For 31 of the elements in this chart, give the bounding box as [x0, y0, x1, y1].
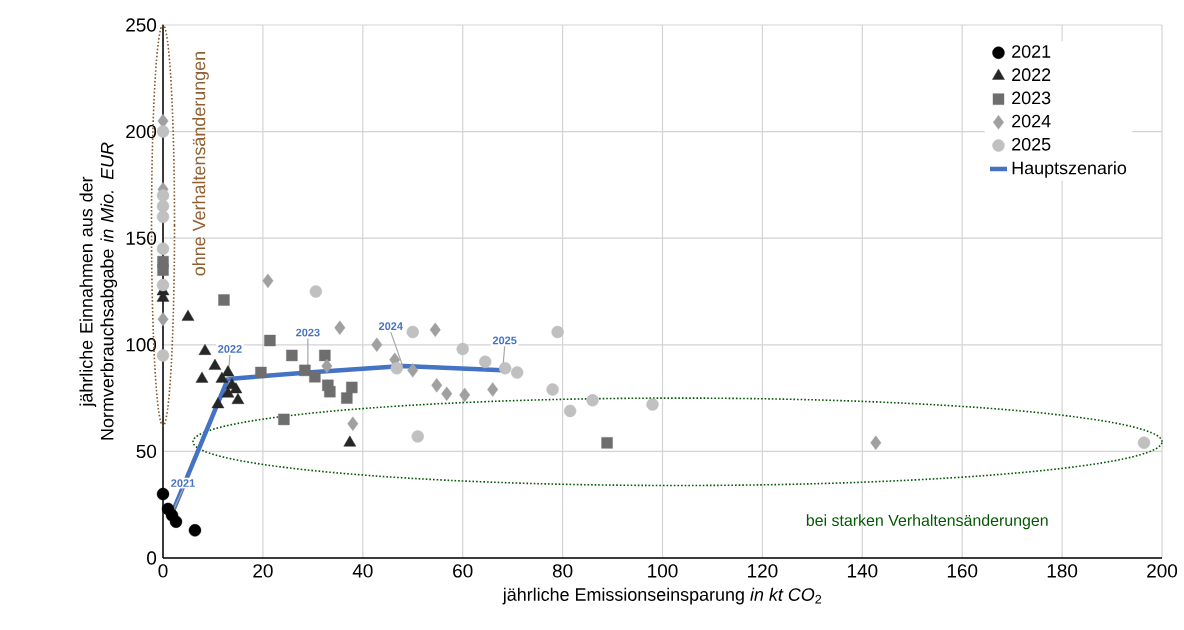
x-tick-label: 60	[453, 564, 473, 578]
x-tick-label: 80	[552, 564, 573, 578]
annotation: 2021	[171, 479, 195, 487]
annotation: bei starken Verhaltensänderungen	[806, 514, 1048, 530]
y-tick-label: 250	[126, 18, 157, 32]
x-tick-label: 160	[947, 564, 978, 578]
annotation: 2023	[296, 328, 320, 337]
legend-label: 2023	[1012, 91, 1051, 105]
y-tick-label: 0	[147, 551, 157, 565]
x-tick-label: 0	[158, 564, 168, 578]
x-tick-label: 100	[648, 564, 678, 578]
legend-label: 2021	[1012, 45, 1051, 58]
legend-label: Hauptszenario	[1012, 161, 1127, 178]
x-tick-label: 180	[1047, 564, 1078, 578]
x-tick-label: 140	[847, 564, 878, 578]
x-tick-label: 20	[253, 564, 273, 578]
x-axis-title: jährliche Emissionseinsparung in kt CO$_{2}$	[502, 587, 822, 605]
annotation: ohne Verhaltensänderungen	[192, 52, 209, 276]
x-tick-label: 200	[1147, 564, 1178, 578]
y-tick-label: 200	[126, 124, 157, 139]
y-tick-label: 50	[136, 444, 157, 459]
annotation: 2024	[378, 322, 403, 331]
legend-label: 2024	[1012, 114, 1051, 128]
y-tick-label: 100	[126, 338, 157, 352]
legend-label: 2025	[1012, 137, 1051, 151]
x-tick-label: 120	[748, 564, 778, 578]
annotation: 2022	[218, 345, 242, 353]
annotation: 2025	[492, 336, 517, 345]
x-tick-label: 40	[352, 564, 373, 578]
legend-label: 2022	[1012, 68, 1051, 82]
y-tick-label: 150	[126, 231, 157, 245]
